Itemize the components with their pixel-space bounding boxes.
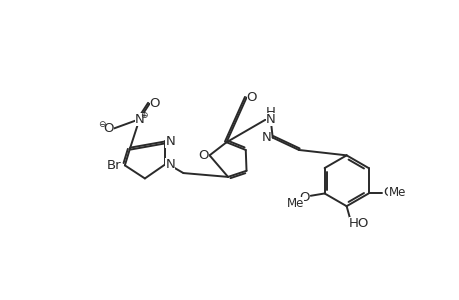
Text: N: N [261,131,271,144]
Text: O: O [149,97,160,110]
Text: Me: Me [286,197,303,210]
Text: H: H [265,106,275,119]
Text: HO: HO [348,217,368,230]
Text: Br: Br [106,159,121,172]
Text: O: O [198,149,208,162]
Text: Me: Me [387,186,405,199]
Text: O: O [299,191,309,204]
Text: O: O [103,122,114,135]
Text: O: O [382,186,393,199]
Text: ⊖: ⊖ [98,120,105,129]
Text: N: N [165,158,175,171]
Text: N: N [165,135,175,148]
Text: O: O [246,91,257,104]
Text: N: N [265,113,274,126]
Text: ⊕: ⊕ [140,111,147,120]
Text: N: N [134,113,144,126]
